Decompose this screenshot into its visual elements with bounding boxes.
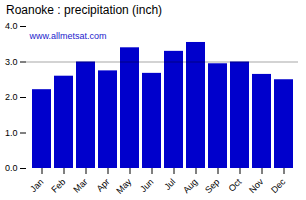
svg-text:Apr: Apr [94, 177, 111, 194]
html-text:Roanoke : precipitation (inch): Roanoke : precipitation (inch) [6, 3, 163, 17]
svg-text:Jan: Jan [28, 177, 45, 194]
svg-text:Feb: Feb [49, 177, 67, 195]
svg-text:May: May [114, 176, 133, 195]
svg-text:4.0: 4.0 [5, 21, 18, 31]
svg-text:Dec: Dec [269, 176, 288, 195]
svg-text:1.0: 1.0 [5, 128, 18, 138]
svg-text:Aug: Aug [181, 177, 199, 195]
svg-text:Oct: Oct [226, 176, 243, 193]
svg-text:Sep: Sep [203, 177, 221, 195]
svg-text:Jun: Jun [138, 177, 155, 194]
svg-text:www.allmetsat.com: www.allmetsat.com [29, 31, 107, 41]
svg-text:Nov: Nov [247, 176, 266, 195]
svg-text:Jul: Jul [162, 177, 177, 192]
svg-text:3.0: 3.0 [5, 57, 18, 67]
svg-text:2.0: 2.0 [5, 92, 18, 102]
svg-text:Mar: Mar [71, 177, 89, 195]
svg-text:0.0: 0.0 [5, 163, 18, 173]
